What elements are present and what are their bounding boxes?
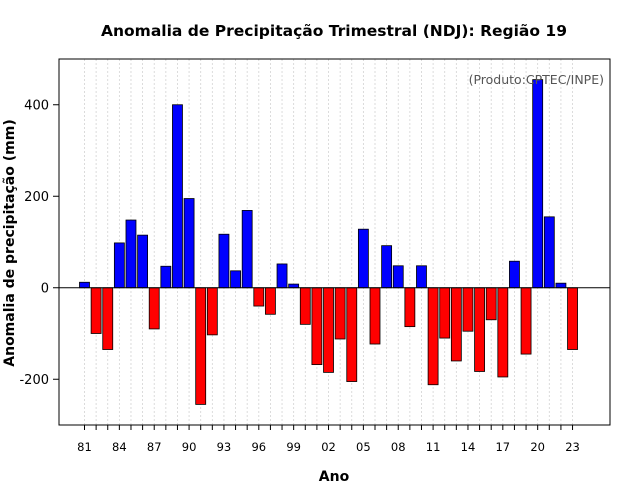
x-tick-label: 84 xyxy=(112,440,127,454)
x-tick-label: 20 xyxy=(530,440,545,454)
bar-positive xyxy=(276,263,288,289)
bar-negative xyxy=(404,287,416,328)
x-tick-label: 93 xyxy=(217,440,232,454)
credit-text: (Produto:CPTEC/INPE) xyxy=(469,72,604,87)
bar-negative xyxy=(485,287,497,321)
bar-positive xyxy=(357,228,369,289)
bar-negative xyxy=(253,287,265,307)
bar-negative xyxy=(206,287,218,336)
bar-positive xyxy=(113,242,125,289)
bar-negative xyxy=(520,287,532,355)
x-tick-label: 99 xyxy=(286,440,301,454)
bar-negative xyxy=(102,287,114,350)
chart-title: Anomalia de Precipitação Trimestral (NDJ… xyxy=(101,22,567,40)
bar-negative xyxy=(195,287,207,405)
x-tick-label: 11 xyxy=(426,440,441,454)
bar-positive xyxy=(230,270,241,289)
bar-negative xyxy=(323,287,334,373)
bar-negative xyxy=(427,287,439,386)
bar-negative xyxy=(439,287,451,339)
bar-positive xyxy=(392,265,404,289)
x-tick-label: 08 xyxy=(391,440,406,454)
x-tick-label: 87 xyxy=(147,440,162,454)
bar-positive xyxy=(288,283,300,289)
bar-positive xyxy=(532,79,544,289)
bar-positive xyxy=(543,216,555,289)
bar-positive xyxy=(172,104,183,289)
bar-negative xyxy=(311,287,323,366)
bar-positive xyxy=(218,233,230,289)
y-axis-label: Anomalia de precipitação (mm) xyxy=(2,119,18,366)
plot-frame xyxy=(58,58,611,426)
x-axis: 81 84 87 90 93 96 99 02 05 08 11 14 17 20 23 xyxy=(77,425,580,454)
bar-negative xyxy=(567,287,578,350)
bar-positive xyxy=(416,265,427,289)
x-axis-label: Ano xyxy=(319,469,350,485)
bar-positive xyxy=(79,281,90,289)
bar-negative xyxy=(462,287,474,332)
y-tick-label: 0 xyxy=(41,281,49,296)
x-tick-label: 05 xyxy=(356,440,371,454)
bars xyxy=(79,79,578,405)
bar-positive xyxy=(137,234,149,289)
x-tick-label: 90 xyxy=(182,440,197,454)
x-tick-label: 02 xyxy=(321,440,336,454)
bar-negative xyxy=(265,287,276,315)
x-tick-label: 14 xyxy=(461,440,476,454)
bar-negative xyxy=(334,287,346,340)
bar-negative xyxy=(450,287,462,362)
bar-positive xyxy=(555,282,567,289)
bar-positive xyxy=(125,219,137,289)
x-tick-label: 23 xyxy=(565,440,580,454)
bar-negative xyxy=(346,287,358,382)
bar-negative xyxy=(474,287,485,372)
bar-negative xyxy=(299,287,311,325)
bar-positive xyxy=(160,265,172,289)
y-tick-label: 400 xyxy=(24,98,49,113)
bar-positive xyxy=(183,198,195,289)
y-tick-label: -200 xyxy=(19,373,49,388)
bar-positive xyxy=(381,245,393,289)
x-tick-label: 96 xyxy=(251,440,266,454)
bar-negative xyxy=(497,287,509,378)
x-tick-label: 81 xyxy=(77,440,92,454)
bar-negative xyxy=(148,287,160,330)
y-axis: -200 0 200 400 xyxy=(19,98,59,388)
bar-negative xyxy=(369,287,381,345)
bar-negative xyxy=(90,287,102,334)
bar-positive xyxy=(241,210,253,289)
y-tick-label: 200 xyxy=(24,190,49,205)
bar-positive xyxy=(509,260,520,289)
x-tick-label: 17 xyxy=(495,440,510,454)
